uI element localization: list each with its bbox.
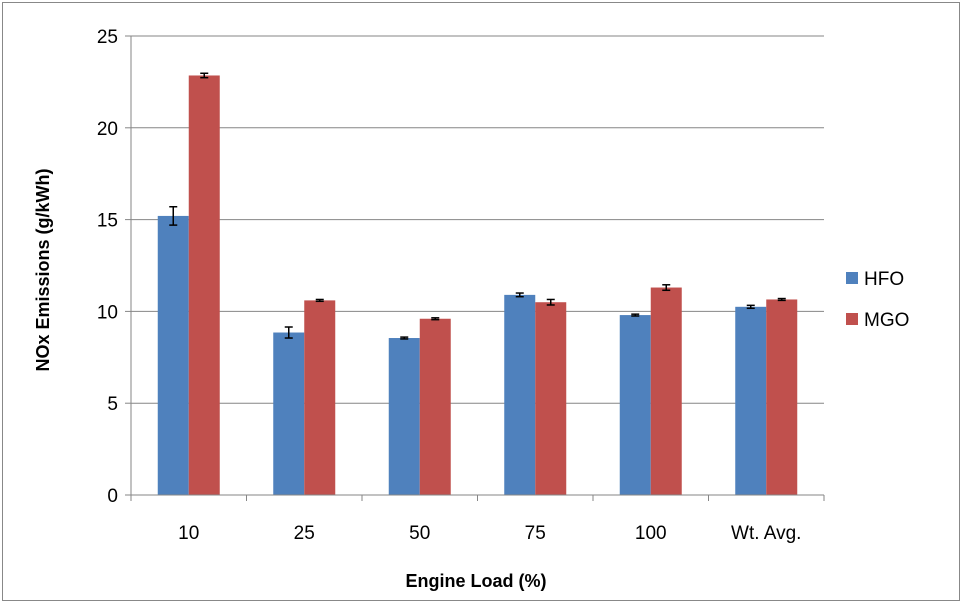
bar-hfo-3 (504, 294, 536, 495)
x-tick-label: 10 (178, 523, 199, 544)
legend-label: HFO (864, 269, 904, 290)
x-tick-label: 50 (409, 523, 430, 544)
legend-swatch (846, 272, 858, 284)
error-bar-hfo-4 (631, 313, 640, 317)
tick-labels: 0 5 10 15 20 25 10 25 50 75 100 Wt. Avg. (97, 27, 802, 544)
y-tick-label: 0 (107, 486, 118, 507)
y-axis-title: NOx Emissions (g/kWh) (33, 168, 53, 371)
bar-hfo-0 (157, 215, 189, 496)
y-tick-label: 20 (97, 119, 118, 140)
y-tick-label: 10 (97, 302, 118, 323)
error-bar-mgo-4 (662, 284, 671, 292)
bar-mgo-3 (535, 302, 567, 495)
y-tick-label: 25 (97, 27, 118, 48)
error-bar-mgo-5 (777, 297, 786, 302)
bar-hfo-4 (619, 315, 651, 495)
x-tick-label: 25 (294, 523, 315, 544)
error-bar-mgo-1 (315, 298, 324, 303)
bar-mgo-0 (188, 75, 220, 495)
x-axis-title: Engine Load (%) (406, 571, 547, 591)
legend-swatch (846, 313, 858, 325)
legend-label: MGO (864, 310, 909, 331)
error-bar-hfo-2 (400, 336, 409, 340)
y-tick-label: 15 (97, 211, 118, 232)
error-bar-mgo-0 (200, 72, 209, 79)
error-bar-mgo-2 (431, 317, 440, 321)
gridlines (131, 35, 824, 404)
y-tick-label: 5 (107, 394, 118, 415)
legend: HFO MGO (846, 269, 909, 331)
error-bar-hfo-5 (746, 304, 755, 310)
axes (125, 35, 825, 501)
bar-hfo-2 (388, 338, 420, 495)
error-bar-hfo-1 (284, 326, 293, 339)
error-bar-hfo-3 (515, 292, 524, 298)
bar-mgo-1 (304, 300, 336, 495)
x-tick-label: Wt. Avg. (731, 523, 801, 544)
legend-item-mgo: MGO (846, 310, 909, 331)
bar-mgo-4 (650, 287, 682, 495)
x-tick-label: 75 (525, 523, 546, 544)
bar-hfo-1 (273, 332, 305, 495)
error-bars (169, 72, 786, 340)
bar-hfo-5 (735, 306, 767, 495)
bars (157, 75, 798, 496)
bar-mgo-2 (419, 318, 451, 495)
x-tick-label: 100 (635, 523, 667, 544)
error-bar-mgo-3 (546, 298, 555, 306)
bar-mgo-5 (766, 299, 798, 495)
error-bar-hfo-0 (169, 205, 178, 226)
legend-item-hfo: HFO (846, 269, 904, 290)
